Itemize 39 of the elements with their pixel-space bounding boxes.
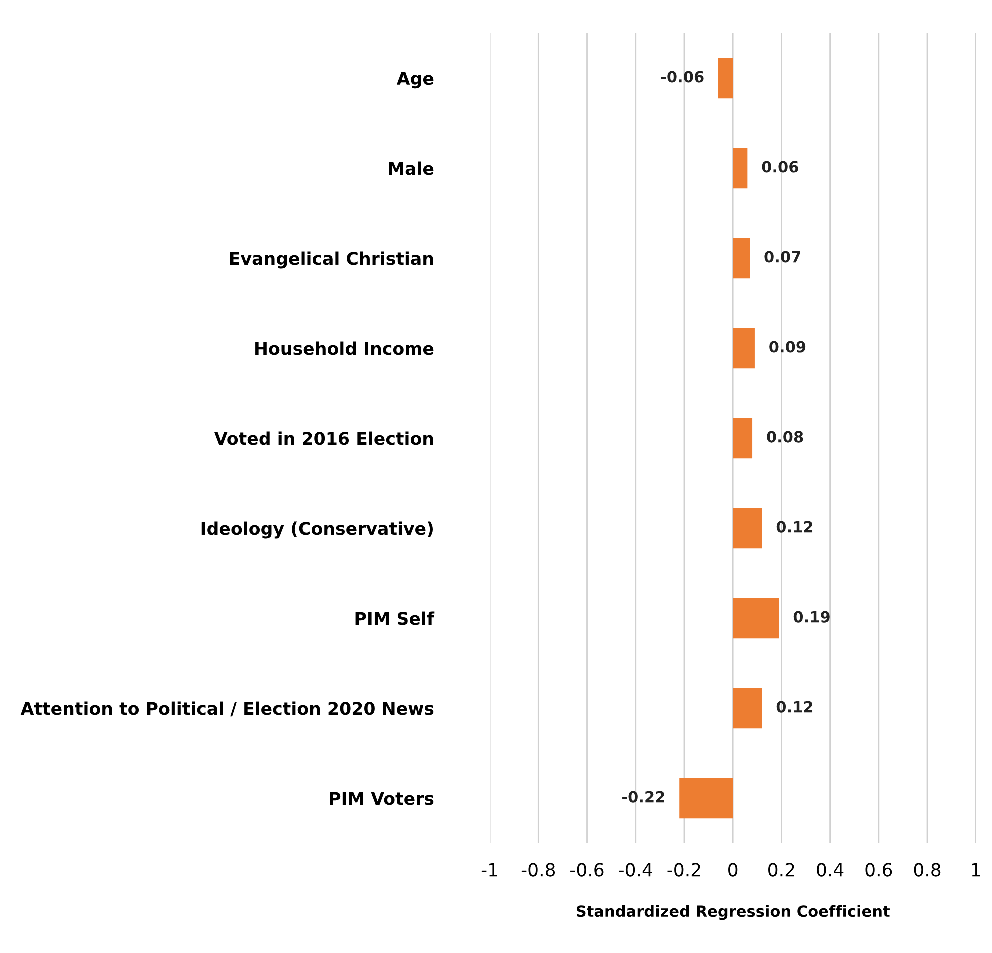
bar [733,238,750,279]
x-tick-label: 0.8 [914,863,941,877]
y-tick-label: Ideology (Conservative) [202,522,433,539]
x-tick-label: 0.4 [817,863,844,877]
x-tick-label: -0.2 [668,863,700,877]
y-tick-label: PIM Voters [330,792,434,806]
bar [733,688,762,729]
x-tick-label: 0.2 [768,863,794,877]
y-tick-label: Evangelical Christian [230,252,434,269]
bar [680,778,734,819]
x-tick-label: -0.6 [570,863,604,877]
y-tick-label: Attention to Political / Election 2020 News [20,702,434,717]
y-tick-label: Age [396,72,434,89]
x-tick-label: -0.8 [522,863,556,877]
x-tick-label: -0.4 [619,863,652,877]
bar [733,328,755,369]
data-label: 0.12 [776,701,813,713]
bar [733,508,762,549]
y-tick-label: Voted in 2016 Election [214,432,434,446]
x-axis-title: Standardized Regression Coefficient [576,905,890,920]
data-label: 0.19 [794,611,830,623]
bar [733,418,753,459]
bar [733,148,748,189]
data-label: 0.07 [764,251,800,263]
data-label: 0.06 [762,161,798,173]
data-label: 0.12 [776,521,813,533]
y-tick-label: Male [389,162,434,176]
data-label: 0.09 [770,341,806,353]
x-tick-label: 0 [728,863,738,877]
x-tick-label: 1 [972,863,980,877]
data-label: 0.08 [767,431,804,443]
data-label: -0.22 [622,791,664,803]
x-tick-label: 0.6 [866,863,892,877]
data-label: -0.06 [661,71,704,83]
bar [733,598,780,639]
y-tick-label: Household Income [256,342,434,356]
x-tick-label: -1 [482,863,498,877]
y-tick-label: PIM Self [356,612,435,626]
bar [718,58,734,99]
